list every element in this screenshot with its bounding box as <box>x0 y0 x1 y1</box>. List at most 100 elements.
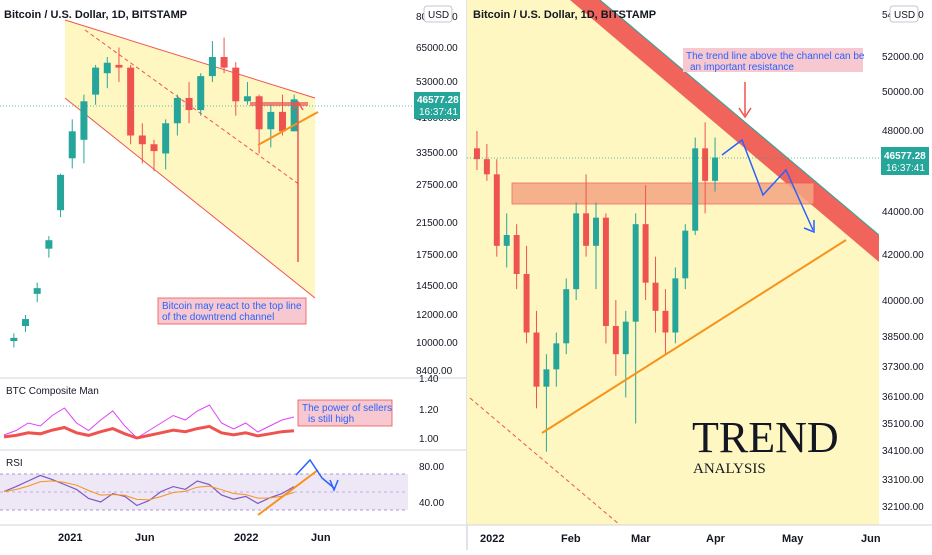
left-candle <box>197 76 205 111</box>
composite-tick: 1.00 <box>419 434 439 445</box>
right-price-tick: 44000.00 <box>882 207 924 218</box>
right-candle <box>682 230 689 279</box>
left-chart-title: Bitcoin / U.S. Dollar, 1D, BITSTAMP <box>4 9 187 21</box>
composite-lines <box>3 404 295 440</box>
right-resistance-arrow-head <box>738 107 752 119</box>
left-candle <box>208 56 216 77</box>
left-price-tick: 27500.00 <box>416 180 458 191</box>
right-candle <box>563 289 570 344</box>
right-price-tick: 32100.00 <box>882 502 924 513</box>
left-price-tick: 33500.00 <box>416 148 458 159</box>
composite-note-line-1: The power of sellers <box>302 403 392 414</box>
right-candle <box>622 321 629 355</box>
left-price-tag <box>414 92 460 119</box>
left-candle <box>267 111 275 130</box>
rsi-projection-head <box>329 479 339 493</box>
left-price-tick: 65000.00 <box>416 43 458 54</box>
left-candle <box>220 56 228 68</box>
left-candle <box>22 319 30 327</box>
right-candle <box>493 174 500 246</box>
right-price-tick: 40000.00 <box>882 296 924 307</box>
left-candle <box>127 67 135 136</box>
right-price-tick: 35100.00 <box>882 419 924 430</box>
left-candle <box>92 67 100 95</box>
left-candle <box>45 240 53 249</box>
right-candle <box>702 148 709 181</box>
right-candle <box>692 148 699 231</box>
rsi-tick: 40.00 <box>419 498 444 509</box>
left-price-tick: 53000.00 <box>416 77 458 88</box>
right-note-line-2: an important resistance <box>690 62 794 73</box>
rsi-signal-line <box>3 480 295 501</box>
composite-line-magenta <box>3 404 295 439</box>
left-candle <box>33 288 41 294</box>
right-price-tag <box>881 147 929 175</box>
right-price-tick: 50000.00 <box>882 87 924 98</box>
right-candle <box>583 213 590 246</box>
right-price-tick: 34100.00 <box>882 446 924 457</box>
right-candle <box>593 217 599 246</box>
right-price-tick: 38500.00 <box>882 332 924 343</box>
left-price-tag-value: 46577.28 <box>417 95 459 106</box>
right-price-tick: 52000.00 <box>882 52 924 63</box>
left-candle <box>10 337 18 341</box>
right-price-tick: 48000.00 <box>882 126 924 137</box>
left-note-box <box>157 297 307 325</box>
analysis-subheadline: ANALYSIS <box>693 461 766 477</box>
left-time-tick: Jun <box>311 532 331 544</box>
right-candle <box>672 278 679 333</box>
left-candle <box>80 101 88 140</box>
rsi-projection <box>295 458 335 489</box>
left-currency-badge[interactable] <box>423 5 453 23</box>
composite-note-line-2: is still high <box>308 414 354 425</box>
right-channel-lower-dashed <box>469 397 621 525</box>
rsi-tick: 80.00 <box>419 462 444 473</box>
left-candle <box>162 123 170 154</box>
right-candle <box>612 326 619 355</box>
right-price-pane <box>467 0 879 525</box>
left-candle <box>278 111 286 132</box>
right-candle <box>543 369 550 387</box>
right-time-tick: Mar <box>631 533 651 545</box>
left-candle <box>57 174 65 211</box>
right-support-line <box>541 239 847 434</box>
right-candle <box>483 159 490 175</box>
left-support-line <box>257 111 319 146</box>
left-candle <box>232 67 240 102</box>
left-currency-label: USD <box>428 10 449 21</box>
left-price-tick: 21500.00 <box>416 218 458 229</box>
right-projection-head <box>803 220 815 234</box>
right-time-axis: 2022 Feb Mar Apr May Jun <box>480 533 881 545</box>
right-candle <box>553 343 560 370</box>
rsi-trend-line <box>257 469 319 516</box>
right-candle <box>513 235 520 274</box>
left-time-tick: 2022 <box>234 532 258 544</box>
right-time-tick: 2022 <box>480 533 504 545</box>
right-candles <box>473 122 719 452</box>
right-supply-zone <box>511 182 815 205</box>
right-time-tick: May <box>782 533 804 545</box>
right-chart-title: Bitcoin / U.S. Dollar, 1D, BITSTAMP <box>473 9 656 21</box>
left-candle <box>173 97 181 124</box>
left-price-tick: 8400.00 <box>416 366 453 377</box>
left-price-pane <box>10 19 319 348</box>
right-candle <box>652 282 659 311</box>
composite-title: BTC Composite Man <box>6 386 99 397</box>
left-candle <box>115 64 123 68</box>
right-price-tick: 33100.00 <box>882 475 924 486</box>
left-candle <box>68 131 76 159</box>
composite-line-red <box>3 424 295 440</box>
left-candle <box>103 62 111 74</box>
right-candle <box>662 310 669 333</box>
right-currency-badge[interactable] <box>889 5 919 23</box>
right-price-tag-value: 46577.28 <box>884 151 926 162</box>
trend-headline: TREND <box>692 413 839 462</box>
right-candle <box>712 157 719 181</box>
left-time-tick: Jun <box>135 532 155 544</box>
right-resistance-band-edge <box>599 0 879 236</box>
left-channel-bottom <box>64 97 316 299</box>
left-note-line-2: of the downtrend channel <box>162 312 274 323</box>
left-channel-top <box>64 19 316 99</box>
right-time-tick: Jun <box>861 533 881 545</box>
